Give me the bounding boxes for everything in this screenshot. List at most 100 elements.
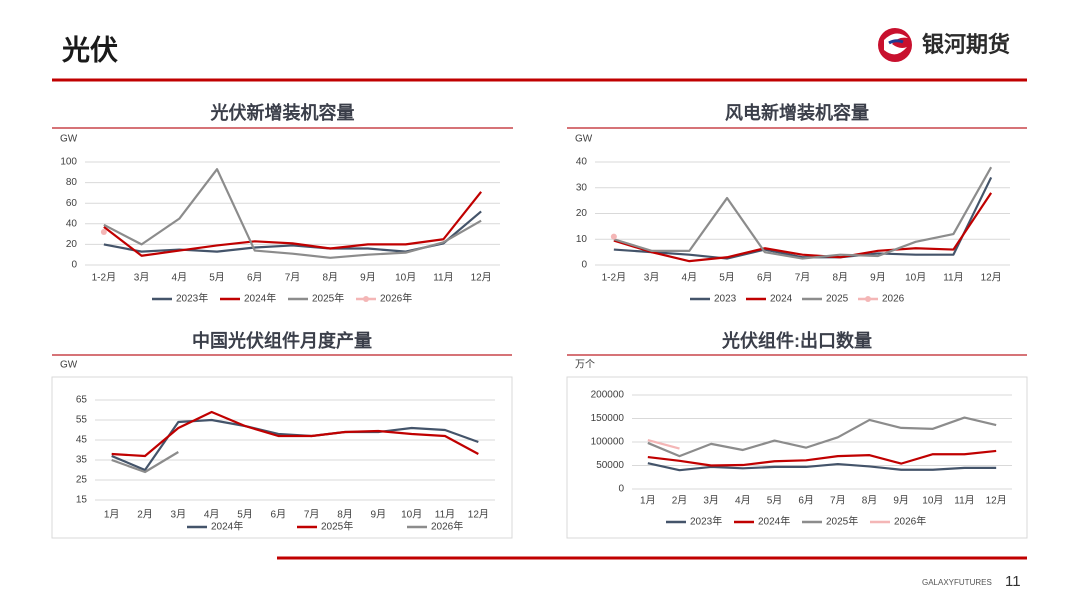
y-tick-label: 0 — [581, 260, 587, 271]
legend-label: 2026年 — [431, 520, 463, 533]
x-tick-label: 11月 — [435, 509, 455, 521]
x-tick-label: 8月 — [832, 272, 848, 284]
page-number: 11 — [1005, 573, 1021, 590]
x-tick-label: 9月 — [360, 272, 376, 284]
x-tick-label: 6月 — [798, 495, 814, 507]
series-line — [111, 451, 179, 474]
x-tick-label: 7月 — [830, 495, 846, 507]
x-tick-label: 1-2月 — [92, 272, 116, 284]
logo-text: 银河期货 — [922, 32, 1010, 57]
x-tick-label: 9月 — [870, 272, 886, 284]
x-tick-label: 5月 — [767, 495, 783, 507]
x-tick-label: 7月 — [285, 272, 301, 284]
y-tick-label: 10 — [576, 234, 588, 245]
slide-title: 光伏 — [61, 34, 118, 65]
chart-title: 光伏组件:出口数量 — [721, 330, 872, 351]
legend-marker — [363, 296, 369, 302]
x-tick-label: 8月 — [337, 509, 353, 521]
x-tick-label: 10月 — [395, 272, 416, 284]
legend-label: 2025年 — [312, 292, 344, 305]
y-tick-label: 100000 — [591, 437, 625, 448]
x-tick-label: 1-2月 — [602, 272, 626, 284]
legend-label: 2024 — [770, 294, 793, 305]
series-line — [613, 192, 993, 263]
x-tick-label: 3月 — [644, 272, 660, 284]
y-axis-unit: GW — [60, 134, 78, 145]
y-tick-label: 0 — [71, 260, 77, 271]
series-marker — [100, 229, 107, 236]
x-tick-label: 10月 — [905, 272, 926, 284]
y-tick-label: 80 — [66, 177, 78, 188]
x-tick-label: 5月 — [719, 272, 735, 284]
x-tick-label: 2月 — [672, 495, 688, 507]
y-tick-label: 30 — [576, 182, 588, 193]
legend-label: 2023年 — [176, 292, 208, 305]
y-tick-label: 100 — [60, 157, 77, 168]
legend-label: 2024年 — [758, 515, 790, 528]
y-tick-label: 50000 — [596, 460, 624, 471]
y-axis-unit: GW — [575, 134, 593, 145]
y-tick-label: 45 — [76, 435, 88, 446]
chart-title: 光伏新增装机容量 — [210, 102, 355, 123]
x-tick-label: 12月 — [471, 272, 492, 284]
y-tick-label: 15 — [76, 495, 88, 506]
y-tick-label: 55 — [76, 415, 88, 426]
x-tick-label: 1月 — [640, 495, 656, 507]
legend-label: 2025年 — [826, 515, 858, 528]
x-tick-label: 4月 — [172, 272, 188, 284]
chart-frame — [566, 376, 1028, 539]
x-tick-label: 4月 — [204, 509, 220, 521]
y-axis-unit: 万个 — [575, 359, 595, 371]
series-line — [103, 191, 482, 257]
legend-label: 2026 — [882, 294, 905, 305]
y-tick-label: 35 — [76, 455, 88, 466]
x-tick-label: 8月 — [862, 495, 878, 507]
x-tick-label: 7月 — [795, 272, 811, 284]
series-line — [647, 462, 997, 472]
x-tick-label: 10月 — [922, 495, 943, 507]
chart-title: 中国光伏组件月度产量 — [192, 330, 372, 351]
x-tick-label: 6月 — [271, 509, 287, 521]
legend-label: 2023 — [714, 294, 737, 305]
y-tick-label: 200000 — [591, 390, 625, 401]
y-tick-label: 65 — [76, 395, 88, 406]
x-tick-label: 5月 — [209, 272, 225, 284]
x-tick-label: 3月 — [134, 272, 150, 284]
series-line — [647, 449, 997, 467]
y-tick-label: 40 — [66, 218, 78, 229]
legend-label: 2025年 — [321, 520, 353, 533]
y-tick-label: 25 — [76, 475, 88, 486]
x-tick-label: 12月 — [981, 272, 1002, 284]
y-tick-label: 40 — [576, 157, 588, 168]
series-line — [647, 439, 680, 450]
logo-icon — [878, 28, 912, 62]
series-line — [111, 418, 479, 472]
legend-label: 2024年 — [211, 520, 243, 533]
series-line — [103, 168, 482, 259]
chart-title: 风电新增装机容量 — [725, 102, 869, 123]
x-tick-label: 11月 — [433, 272, 453, 284]
x-tick-label: 3月 — [703, 495, 719, 507]
x-tick-label: 11月 — [954, 495, 974, 507]
y-axis-unit: GW — [60, 360, 78, 371]
y-tick-label: 60 — [66, 198, 78, 209]
series-marker — [610, 233, 617, 240]
x-tick-label: 9月 — [371, 509, 387, 521]
series-line — [647, 416, 997, 458]
y-tick-label: 20 — [576, 208, 588, 219]
footer-brand: GALAXYFUTURES — [922, 578, 992, 587]
legend-label: 2025 — [826, 294, 849, 305]
y-tick-label: 150000 — [591, 413, 625, 424]
x-tick-label: 6月 — [247, 272, 263, 284]
legend-label: 2024年 — [244, 292, 276, 305]
x-tick-label: 12月 — [468, 509, 489, 521]
x-tick-label: 1月 — [104, 509, 120, 521]
x-tick-label: 3月 — [171, 509, 187, 521]
x-tick-label: 6月 — [757, 272, 773, 284]
chart-frame — [51, 376, 513, 539]
x-tick-label: 4月 — [682, 272, 698, 284]
legend-label: 2026年 — [894, 515, 926, 528]
legend-label: 2023年 — [690, 515, 722, 528]
x-tick-label: 11月 — [943, 272, 963, 284]
